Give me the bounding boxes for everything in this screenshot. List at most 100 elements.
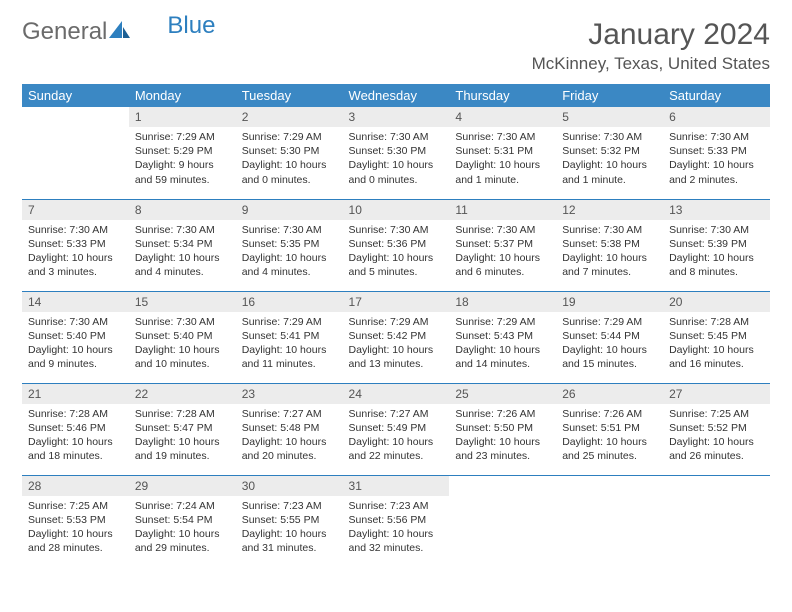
header: General Blue January 2024 McKinney, Texa…: [22, 18, 770, 74]
daylight-line: Daylight: 10 hours and 8 minutes.: [669, 252, 754, 278]
calendar-cell: 16Sunrise: 7:29 AMSunset: 5:41 PMDayligh…: [236, 291, 343, 383]
sunrise-line: Sunrise: 7:30 AM: [135, 316, 215, 328]
sunset-line: Sunset: 5:54 PM: [135, 514, 213, 526]
day-number: 17: [343, 292, 450, 312]
calendar-cell: 30 Sunrise: 7:23 AM Sunset: 5:55 PM Dayligh…: [236, 475, 343, 567]
day-details: Sunrise: 7:29 AMSunset: 5:43 PMDaylight:…: [449, 312, 556, 378]
day-number: 6: [663, 107, 770, 127]
day-number: 30: [236, 476, 343, 496]
sunrise-line: Sunrise: 7:30 AM: [349, 224, 429, 236]
day-number: 28: [22, 476, 129, 496]
sunrise-line: Sunrise: 7:23 AM: [242, 500, 322, 512]
sunrise-line: Sunrise: 7:30 AM: [28, 316, 108, 328]
day-details: Sunrise: 7:30 AMSunset: 5:36 PMDaylight:…: [343, 220, 450, 286]
day-number: 7: [22, 200, 129, 220]
day-details: Sunrise: 7:30 AMSunset: 5:33 PMDaylight:…: [22, 220, 129, 286]
sunset-line: Sunset: 5:55 PM: [242, 514, 320, 526]
calendar-cell: 27Sunrise: 7:25 AMSunset: 5:52 PMDayligh…: [663, 383, 770, 475]
sunrise-line: Sunrise: 7:30 AM: [669, 131, 749, 143]
day-number: 1: [129, 107, 236, 127]
daylight-line: Daylight: 10 hours and 16 minutes.: [669, 344, 754, 370]
sunrise-line: Sunrise: 7:26 AM: [562, 408, 642, 420]
calendar-week-row: 7Sunrise: 7:30 AMSunset: 5:33 PMDaylight…: [22, 199, 770, 291]
sunset-line: Sunset: 5:53 PM: [28, 514, 106, 526]
sunset-line: Sunset: 5:42 PM: [349, 330, 427, 342]
sunset-line: Sunset: 5:52 PM: [669, 422, 747, 434]
calendar-grid: SundayMondayTuesdayWednesdayThursdayFrid…: [22, 84, 770, 567]
title-block: January 2024 McKinney, Texas, United Sta…: [532, 18, 770, 74]
day-details: Sunrise: 7:29 AMSunset: 5:42 PMDaylight:…: [343, 312, 450, 378]
day-number: 21: [22, 384, 129, 404]
weekday-header: Thursday: [449, 84, 556, 107]
day-details: Sunrise: 7:25 AMSunset: 5:53 PMDaylight:…: [22, 496, 129, 562]
day-details: Sunrise: 7:29 AMSunset: 5:44 PMDaylight:…: [556, 312, 663, 378]
day-number: 29: [129, 476, 236, 496]
sunrise-line: Sunrise: 7:25 AM: [669, 408, 749, 420]
calendar-cell: 31Sunrise: 7:23 AMSunset: 5:56 PMDayligh…: [343, 475, 450, 567]
sunset-line: Sunset: 5:40 PM: [135, 330, 213, 342]
day-number: 3: [343, 107, 450, 127]
sunset-line: Sunset: 5:51 PM: [562, 422, 640, 434]
day-number: 11: [449, 200, 556, 220]
daylight-line: Daylight: 10 hours and 4 minutes.: [242, 252, 327, 278]
day-details: Sunrise: 7:27 AMSunset: 5:48 PMDaylight:…: [236, 404, 343, 470]
weekday-header: Saturday: [663, 84, 770, 107]
daylight-line: Daylight: 10 hours and 18 minutes.: [28, 436, 113, 462]
daylight-line: Daylight: 10 hours and 1 minute.: [562, 159, 647, 185]
day-number: 2: [236, 107, 343, 127]
sunset-line: Sunset: 5:30 PM: [242, 145, 320, 157]
calendar-cell: 26Sunrise: 7:26 AMSunset: 5:51 PMDayligh…: [556, 383, 663, 475]
day-details: Sunrise: 7:30 AMSunset: 5:37 PMDaylight:…: [449, 220, 556, 286]
day-number: 20: [663, 292, 770, 312]
daylight-line: Daylight: 10 hours and 13 minutes.: [349, 344, 434, 370]
sunrise-line: Sunrise: 7:30 AM: [28, 224, 108, 236]
weekday-header-row: SundayMondayTuesdayWednesdayThursdayFrid…: [22, 84, 770, 107]
calendar-cell: 24Sunrise: 7:27 AMSunset: 5:49 PMDayligh…: [343, 383, 450, 475]
daylight-line: Daylight: 10 hours and 0 minutes.: [242, 159, 327, 185]
daylight-line: Daylight: 10 hours and 31 minutes.: [242, 528, 327, 554]
sunrise-line: Sunrise: 7:30 AM: [562, 224, 642, 236]
day-number: 19: [556, 292, 663, 312]
daylight-line: Daylight: 10 hours and 29 minutes.: [135, 528, 220, 554]
calendar-cell: 9Sunrise: 7:30 AMSunset: 5:35 PMDaylight…: [236, 199, 343, 291]
day-number: 26: [556, 384, 663, 404]
daylight-line: Daylight: 10 hours and 7 minutes.: [562, 252, 647, 278]
sunset-line: Sunset: 5:33 PM: [669, 145, 747, 157]
calendar-cell: 4Sunrise: 7:30 AMSunset: 5:31 PMDaylight…: [449, 107, 556, 199]
calendar-cell: [556, 475, 663, 567]
daylight-line: Daylight: 10 hours and 1 minute.: [455, 159, 540, 185]
sunrise-line: Sunrise: 7:23 AM: [349, 500, 429, 512]
daylight-line: Daylight: 10 hours and 26 minutes.: [669, 436, 754, 462]
calendar-cell: 12Sunrise: 7:30 AMSunset: 5:38 PMDayligh…: [556, 199, 663, 291]
daylight-line: Daylight: 10 hours and 11 minutes.: [242, 344, 327, 370]
day-details: Sunrise: 7:23 AMSunset: 5:56 PMDaylight:…: [343, 496, 450, 562]
day-number: 9: [236, 200, 343, 220]
sunrise-line: Sunrise: 7:24 AM: [135, 500, 215, 512]
daylight-line: Daylight: 10 hours and 14 minutes.: [455, 344, 540, 370]
day-number: 23: [236, 384, 343, 404]
calendar-week-row: 1Sunrise: 7:29 AMSunset: 5:29 PMDaylight…: [22, 107, 770, 199]
sunset-line: Sunset: 5:47 PM: [135, 422, 213, 434]
day-details: Sunrise: 7:29 AMSunset: 5:41 PMDaylight:…: [236, 312, 343, 378]
sunrise-line: Sunrise: 7:26 AM: [455, 408, 535, 420]
daylight-line: Daylight: 10 hours and 19 minutes.: [135, 436, 220, 462]
sunset-line: Sunset: 5:39 PM: [669, 238, 747, 250]
day-details: Sunrise: 7:23 AM Sunset: 5:55 PM Daylight:…: [236, 496, 343, 562]
sail-icon: [109, 18, 131, 46]
day-details: Sunrise: 7:30 AM Sunset: 5:32 PM Daylight:…: [556, 127, 663, 193]
sunrise-line: Sunrise: 7:29 AM: [562, 316, 642, 328]
sunrise-line: Sunrise: 7:30 AM: [562, 131, 642, 143]
sunrise-line: Sunrise: 7:29 AM: [455, 316, 535, 328]
daylight-line: Daylight: 10 hours and 4 minutes.: [135, 252, 220, 278]
day-number: 18: [449, 292, 556, 312]
sunset-line: Sunset: 5:32 PM: [562, 145, 640, 157]
sunset-line: Sunset: 5:36 PM: [349, 238, 427, 250]
calendar-week-row: 14Sunrise: 7:30 AMSunset: 5:40 PMDayligh…: [22, 291, 770, 383]
day-details: Sunrise: 7:28 AMSunset: 5:47 PMDaylight:…: [129, 404, 236, 470]
day-details: Sunrise: 7:30 AMSunset: 5:31 PMDaylight:…: [449, 127, 556, 193]
sunset-line: Sunset: 5:35 PM: [242, 238, 320, 250]
day-details: Sunrise: 7:30 AMSunset: 5:40 PMDaylight:…: [22, 312, 129, 378]
sunset-line: Sunset: 5:46 PM: [28, 422, 106, 434]
day-details: Sunrise: 7:26 AMSunset: 5:51 PMDaylight:…: [556, 404, 663, 470]
day-details: Sunrise: 7:30 AMSunset: 5:39 PMDaylight:…: [663, 220, 770, 286]
